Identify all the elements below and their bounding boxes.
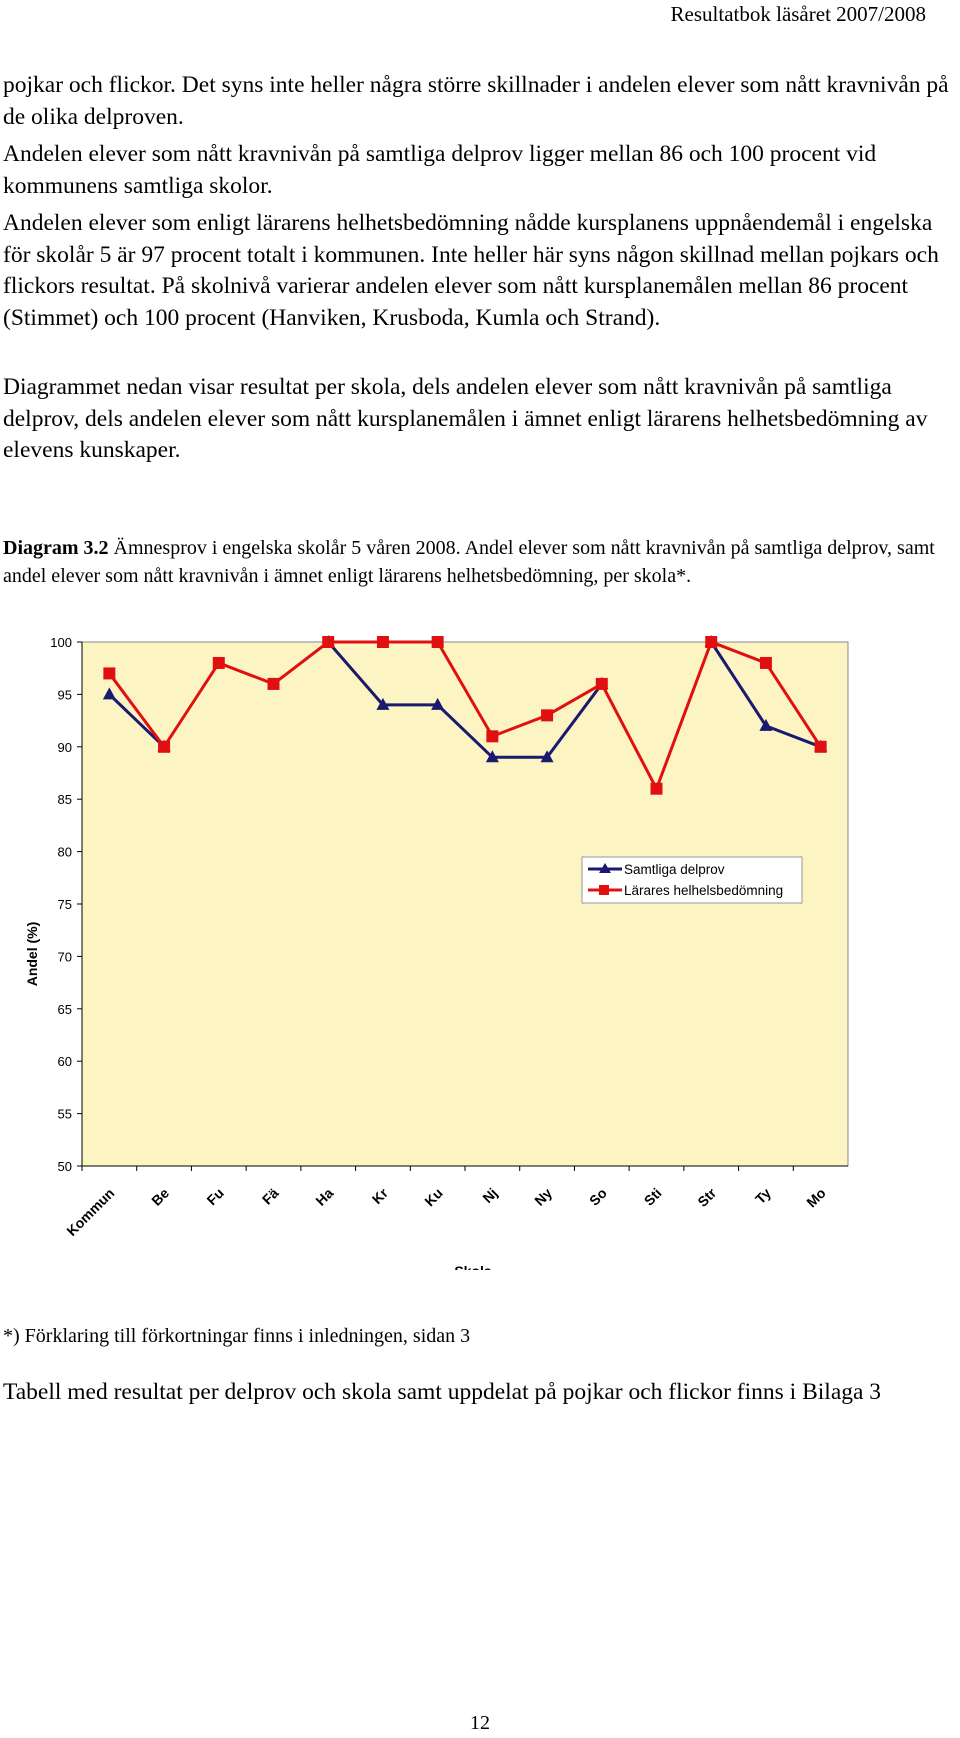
plot-area bbox=[81, 641, 849, 1167]
paragraph-4: Diagrammet nedan visar resultat per skol… bbox=[3, 374, 928, 463]
x-tick-label: Kommun bbox=[63, 1185, 117, 1239]
y-tick-label: 100 bbox=[50, 635, 72, 650]
y-tick-label: 60 bbox=[58, 1054, 72, 1069]
y-tick-label: 85 bbox=[58, 792, 72, 807]
y-tick-label: 80 bbox=[58, 845, 72, 860]
series-line-2 bbox=[108, 640, 822, 793]
figure-caption: Diagram 3.2 Ämnesprov i engelska skolår … bbox=[3, 534, 958, 590]
x-tick-label: Fä bbox=[259, 1185, 282, 1208]
x-axis-title: Skola bbox=[454, 1263, 492, 1270]
y-tick-label: 70 bbox=[58, 949, 72, 964]
x-tick-label: Ha bbox=[312, 1185, 336, 1209]
legend-label: Samtliga delprov bbox=[624, 862, 725, 877]
x-tick-label: Mo bbox=[803, 1185, 829, 1211]
data-point-square bbox=[212, 656, 225, 669]
data-point-square bbox=[322, 636, 335, 648]
data-point-square bbox=[486, 730, 499, 743]
legend-marker-square bbox=[599, 885, 609, 895]
legend-label: Lärares helhelsbedömning bbox=[624, 883, 783, 898]
x-tick-label: Ku bbox=[421, 1185, 446, 1210]
x-tick-label: Nj bbox=[479, 1185, 500, 1206]
y-axis-title: Andel (%) bbox=[24, 922, 40, 987]
data-point-triangle bbox=[759, 718, 773, 731]
y-tick-label: 50 bbox=[58, 1159, 72, 1174]
data-point-square bbox=[595, 677, 608, 690]
x-tick-label: Str bbox=[694, 1184, 719, 1209]
data-point-square bbox=[705, 636, 718, 648]
caption-label: Diagram 3.2 bbox=[3, 537, 109, 559]
series-line-1 bbox=[108, 693, 166, 748]
data-point-square bbox=[267, 677, 280, 690]
paragraph-3: Andelen elever som enligt lärarens helhe… bbox=[3, 210, 939, 331]
y-tick-label: 65 bbox=[58, 1002, 72, 1017]
data-point-square bbox=[759, 656, 772, 669]
caption-text: Ämnesprov i engelska skolår 5 våren 2008… bbox=[3, 537, 935, 587]
y-tick-label: 95 bbox=[58, 687, 72, 702]
x-tick-label: Ny bbox=[531, 1185, 555, 1209]
paragraph-2: Andelen elever som nått kravnivån på sam… bbox=[3, 141, 877, 199]
x-tick-label: Ty bbox=[752, 1185, 774, 1207]
running-header: Resultatbok läsåret 2007/2008 bbox=[670, 2, 926, 26]
data-point-square bbox=[541, 709, 554, 722]
data-point-square bbox=[431, 636, 444, 648]
data-point-square bbox=[814, 740, 827, 753]
y-tick-label: 55 bbox=[58, 1107, 72, 1122]
data-point-square bbox=[158, 740, 171, 753]
page-number: 12 bbox=[470, 1712, 490, 1734]
y-tick-label: 75 bbox=[58, 897, 72, 912]
legend-box bbox=[581, 856, 803, 904]
x-tick-label: Fu bbox=[203, 1185, 226, 1208]
line-chart: 50 55 60 65 70 75 80 85 90 95 100 Kommun Be Fu Fä Ha Kr K… bbox=[24, 635, 849, 1270]
x-tick-label: So bbox=[586, 1185, 610, 1209]
data-point-triangle bbox=[485, 750, 499, 763]
data-point-square bbox=[103, 667, 116, 680]
data-point-square bbox=[650, 782, 663, 795]
footnote: *) Förklaring till förkortningar finns i… bbox=[3, 1325, 471, 1347]
data-point-triangle bbox=[376, 697, 390, 710]
data-point-triangle bbox=[540, 750, 554, 763]
appendix-reference: Tabell med resultat per delprov och skol… bbox=[3, 1379, 882, 1405]
x-tick-label: Sti bbox=[641, 1185, 665, 1209]
legend-marker-triangle bbox=[599, 863, 611, 873]
paragraph-1: pojkar och flickor. Det syns inte heller… bbox=[3, 72, 949, 130]
data-point-triangle bbox=[431, 697, 445, 710]
data-point-triangle bbox=[102, 687, 116, 700]
x-tick-label: Kr bbox=[369, 1184, 392, 1207]
data-point-square bbox=[376, 636, 389, 648]
y-tick-label: 90 bbox=[58, 740, 72, 755]
series-line-1 bbox=[327, 641, 603, 759]
x-tick-label: Be bbox=[148, 1185, 172, 1209]
